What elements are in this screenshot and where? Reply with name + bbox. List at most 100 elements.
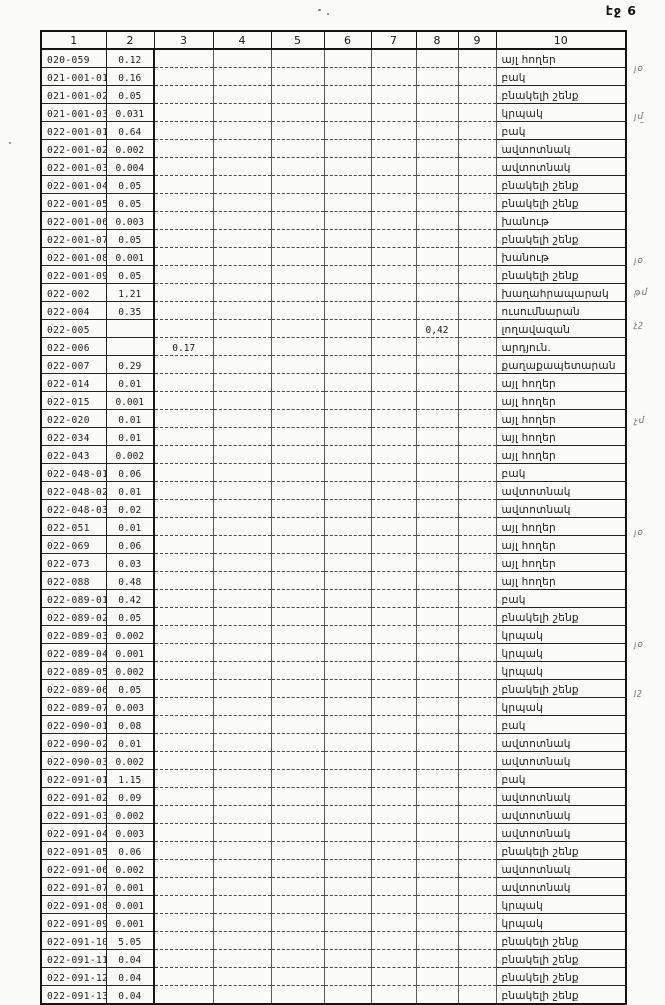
value-cell xyxy=(371,841,417,860)
property-type-cell: այլ հողեր xyxy=(495,445,626,464)
value-cell xyxy=(154,121,214,140)
parcel-code-cell: 022-089-04 xyxy=(41,643,107,662)
value-cell xyxy=(213,391,272,410)
value-cell xyxy=(213,301,272,320)
value-cell xyxy=(371,49,417,68)
value-cell: 0.05 xyxy=(106,175,155,194)
value-cell xyxy=(154,715,214,734)
column-header-10: 10 xyxy=(495,30,627,50)
value-cell xyxy=(416,751,459,770)
value-cell xyxy=(324,85,372,104)
property-type-cell: ավտոտնակ xyxy=(495,805,626,824)
value-cell xyxy=(154,607,214,626)
value-cell xyxy=(458,805,497,824)
value-cell xyxy=(458,85,497,104)
value-cell xyxy=(458,445,497,464)
value-cell xyxy=(371,679,417,698)
value-cell: 0.001 xyxy=(106,391,155,410)
value-cell: 0.01 xyxy=(106,517,155,536)
scan-speck xyxy=(640,122,644,123)
value-cell xyxy=(371,373,417,392)
table-header-row: 1 2 3 4 5 6 7 8 9 10 xyxy=(40,30,627,50)
table-row: 022-043 0.002 այլ հողեր xyxy=(41,445,626,464)
table-row: 022-001-09 0.05 բնակելի շենք xyxy=(41,265,626,284)
value-cell xyxy=(324,283,372,302)
value-cell xyxy=(416,427,459,446)
value-cell xyxy=(458,733,497,752)
value-cell xyxy=(213,427,272,446)
value-cell xyxy=(154,751,214,770)
value-cell xyxy=(213,175,272,194)
value-cell xyxy=(371,553,417,572)
table-row: 022-001-03 0.004 ավտոտնակ xyxy=(41,157,626,176)
table-row: 022-089-06 0.05 բնակելի շենք xyxy=(41,679,626,698)
table-row: 022-005 0,42 լողավազան xyxy=(41,319,626,338)
value-cell xyxy=(416,283,459,302)
parcel-code-cell: 022-091-11 xyxy=(41,949,107,968)
value-cell xyxy=(154,895,214,914)
value-cell xyxy=(371,643,417,662)
handwritten-margin-mark: յօ xyxy=(633,255,645,267)
value-cell xyxy=(154,445,214,464)
value-cell xyxy=(416,661,459,680)
value-cell xyxy=(213,985,272,1005)
property-type-cell: այլ հողեր xyxy=(495,571,626,590)
value-cell xyxy=(458,607,497,626)
parcel-code-cell: 022-001-04 xyxy=(41,175,107,194)
value-cell xyxy=(416,733,459,752)
value-cell xyxy=(416,175,459,194)
property-type-cell: բնակելի շենք xyxy=(495,949,626,968)
value-cell xyxy=(324,103,372,122)
value-cell xyxy=(458,139,497,158)
column-header-5: 5 xyxy=(270,30,325,50)
parcel-code-cell: 022-014 xyxy=(41,373,107,392)
value-cell xyxy=(371,931,417,950)
value-cell xyxy=(213,103,272,122)
parcel-code-cell: 021-001-03 xyxy=(41,103,107,122)
value-cell xyxy=(371,751,417,770)
value-cell xyxy=(371,409,417,428)
value-cell xyxy=(416,157,459,176)
parcel-code-cell: 022-073 xyxy=(41,553,107,572)
parcel-code-cell: 021-001-01 xyxy=(41,67,107,86)
table-row: 022-051 0.01 այլ հողեր xyxy=(41,517,626,536)
column-header-4: 4 xyxy=(212,30,272,50)
value-cell xyxy=(154,967,214,986)
property-type-cell: այլ հողեր xyxy=(495,517,626,536)
table-row: 022-089-05 0.002 կրպակ xyxy=(41,661,626,680)
table-row: 022-006 0.17 արդյուն. xyxy=(41,337,626,356)
property-type-cell: այլ հողեր xyxy=(495,373,626,392)
value-cell xyxy=(416,805,459,824)
value-cell xyxy=(213,643,272,662)
property-type-cell: խանութ xyxy=(495,211,626,230)
value-cell xyxy=(371,193,417,212)
value-cell: 0.35 xyxy=(106,301,155,320)
value-cell xyxy=(458,211,497,230)
value-cell xyxy=(371,211,417,230)
handwritten-margin-mark: յօ xyxy=(633,639,645,651)
scanned-document-page: էջ 6 1 2 3 4 5 6 7 8 9 10 020-059 0.12 այլ… xyxy=(9,3,649,1005)
table-row: 021-001-02 0.05 բնակելի շենք xyxy=(41,85,626,104)
value-cell: 0.16 xyxy=(106,67,155,86)
value-cell xyxy=(416,535,459,554)
value-cell xyxy=(416,103,459,122)
parcel-code-cell: 022-001-09 xyxy=(41,265,107,284)
value-cell xyxy=(371,229,417,248)
value-cell: 0.03 xyxy=(106,553,155,572)
parcel-code-cell: 022-088 xyxy=(41,571,107,590)
value-cell xyxy=(154,643,214,662)
value-cell: 0.04 xyxy=(106,985,155,1005)
value-cell xyxy=(213,589,272,608)
value-cell: 0.031 xyxy=(106,103,155,122)
value-cell xyxy=(271,571,325,590)
value-cell xyxy=(271,589,325,608)
value-cell xyxy=(324,643,372,662)
value-cell xyxy=(458,337,497,356)
value-cell xyxy=(324,49,372,68)
value-cell xyxy=(458,751,497,770)
value-cell xyxy=(416,607,459,626)
value-cell xyxy=(324,175,372,194)
value-cell xyxy=(371,499,417,518)
table-row: 022-090-03 0.002 ավտոտնակ xyxy=(41,751,626,770)
value-cell xyxy=(371,913,417,932)
